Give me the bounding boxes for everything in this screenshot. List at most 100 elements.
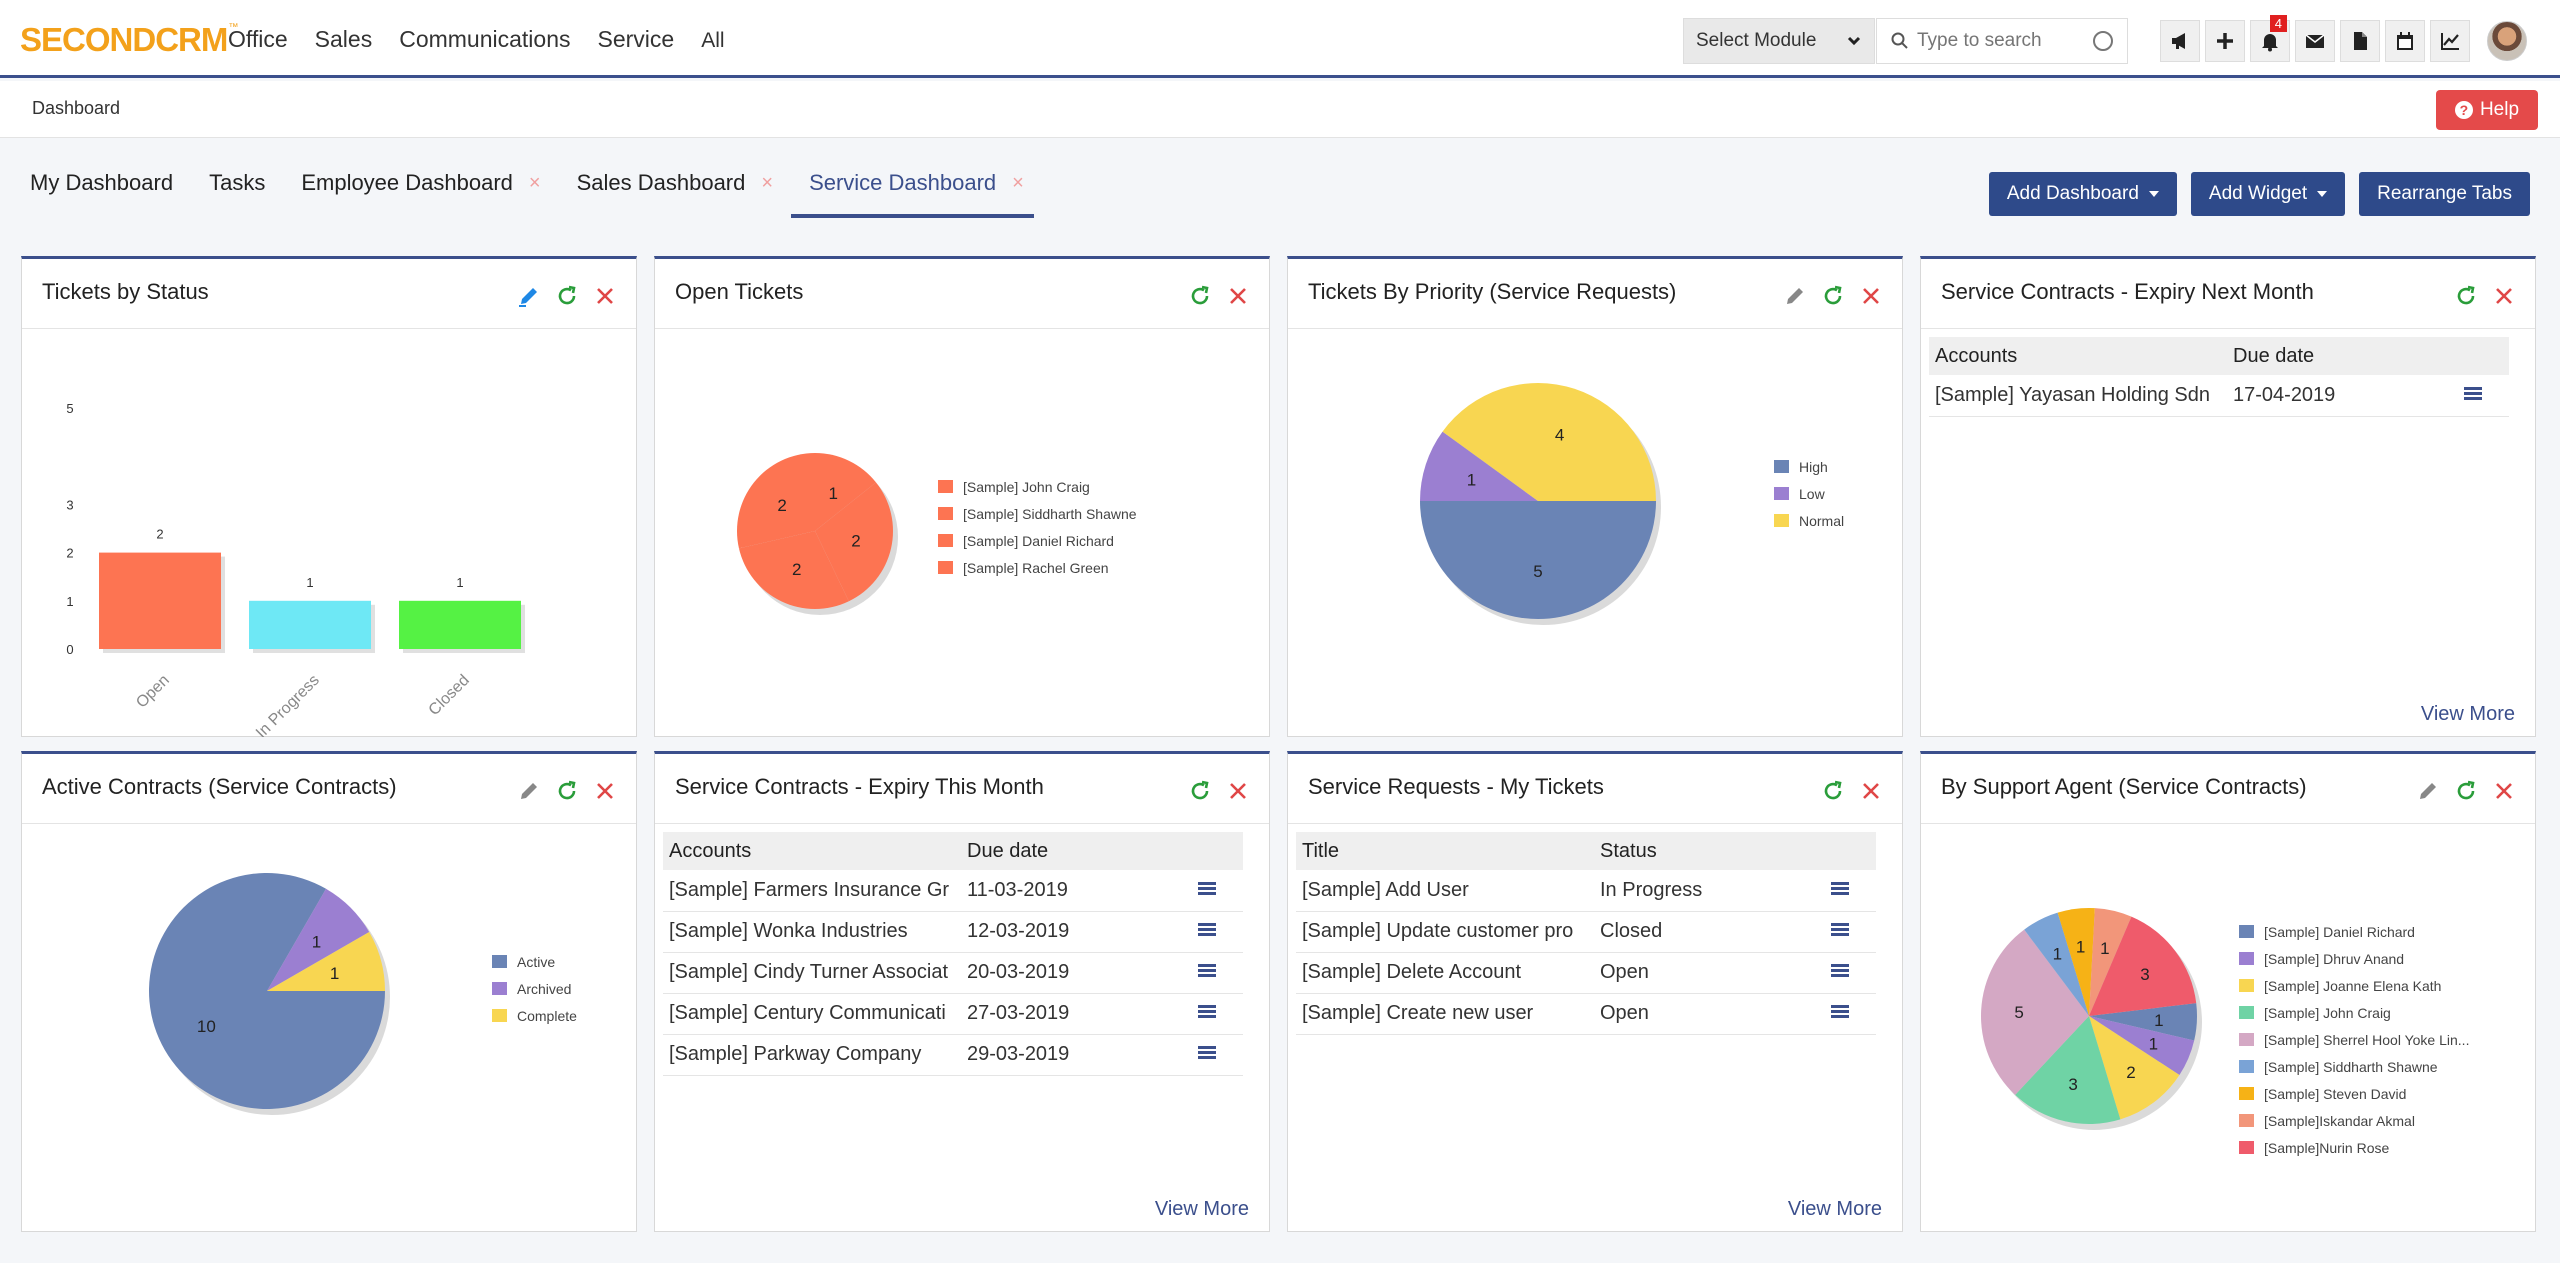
help-button[interactable]: ? Help <box>2436 90 2538 130</box>
list-icon[interactable] <box>1197 964 1216 978</box>
pie-slice-sample-daniel-richard[interactable] <box>2089 1003 2197 1041</box>
secondcrm-logo[interactable]: SECOND CRM ™ <box>20 22 238 58</box>
bar-open[interactable] <box>99 552 221 649</box>
legend-label-high[interactable]: High <box>1799 459 1828 475</box>
add-widget-button[interactable]: Add Widget <box>2190 172 2346 216</box>
close-icon[interactable]: × <box>1012 171 1024 194</box>
legend-label-sample-joanne-elena-kath[interactable]: [Sample] Joanne Elena Kath <box>2264 978 2441 994</box>
pie-slice-archived[interactable] <box>267 888 370 991</box>
table-row[interactable]: [Sample] Delete Account Open <box>1296 952 1876 994</box>
search-filter-icon[interactable] <box>2093 31 2113 51</box>
documents-button[interactable] <box>2340 20 2380 62</box>
legend-label-sample-john-craig[interactable]: [Sample] John Craig <box>963 479 1090 495</box>
table-row[interactable]: [Sample] Update customer pro Closed <box>1296 911 1876 953</box>
pie-slice-sample-nurin-rose[interactable] <box>2089 916 2197 1016</box>
pie-slice-sample-john-craig[interactable] <box>815 453 876 531</box>
tab-my-dashboard[interactable]: My Dashboard <box>30 170 173 210</box>
edit-button[interactable] <box>1782 283 1808 309</box>
pie-slice-sample-daniel-richard[interactable] <box>738 531 849 609</box>
edit-button[interactable] <box>516 283 542 309</box>
notifications-button[interactable]: 4 <box>2250 15 2290 62</box>
cell-account[interactable]: [Sample] Yayasan Holding Sdn <box>1929 375 2227 417</box>
cell-account[interactable]: [Sample] Century Communicati <box>663 993 961 1035</box>
refresh-button[interactable] <box>2453 778 2479 804</box>
pie-slice-sample-john-craig[interactable] <box>2015 1016 2121 1124</box>
refresh-button[interactable] <box>554 283 580 309</box>
view-more-link[interactable]: View More <box>1154 1198 1249 1220</box>
nav-communications[interactable]: Communications <box>399 25 571 52</box>
list-icon[interactable] <box>1197 1046 1216 1060</box>
list-icon[interactable] <box>1197 923 1216 937</box>
user-avatar[interactable] <box>2487 21 2527 61</box>
legend-label-sample-daniel-richard[interactable]: [Sample] Daniel Richard <box>2264 924 2415 940</box>
view-more-link[interactable]: View More <box>1787 1198 1882 1220</box>
pie-slice-sample-joanne-elena-kath[interactable] <box>2089 1016 2180 1120</box>
breadcrumb[interactable]: Dashboard <box>32 98 121 118</box>
list-icon[interactable] <box>1830 881 1849 896</box>
pie-slice-sample-siddharth-shawne[interactable] <box>815 482 893 602</box>
legend-label-sample-siddharth-shawne[interactable]: [Sample] Siddharth Shawne <box>963 506 1137 522</box>
legend-label-active[interactable]: Active <box>517 954 555 970</box>
reports-button[interactable] <box>2430 20 2470 62</box>
nav-office[interactable]: Office <box>228 25 288 52</box>
close-button[interactable] <box>1225 778 1251 804</box>
cell-title[interactable]: [Sample] Delete Account <box>1296 952 1594 994</box>
cell-title[interactable]: [Sample] Add User <box>1296 870 1594 912</box>
refresh-button[interactable] <box>1820 283 1846 309</box>
legend-label-sample-iskandar-akmal[interactable]: [Sample]Iskandar Akmal <box>2264 1113 2415 1129</box>
bar-closed[interactable] <box>399 600 521 649</box>
bar-in-progress[interactable] <box>249 600 371 649</box>
list-icon[interactable] <box>1197 1005 1216 1019</box>
legend-label-archived[interactable]: Archived <box>517 981 571 997</box>
cell-account[interactable]: [Sample] Cindy Turner Associat <box>663 952 961 994</box>
close-button[interactable] <box>1858 283 1884 309</box>
legend-label-sample-dhruv-anand[interactable]: [Sample] Dhruv Anand <box>2264 951 2404 967</box>
legend-label-sample-steven-david[interactable]: [Sample] Steven David <box>2264 1086 2406 1102</box>
view-more-link[interactable]: View More <box>2420 703 2515 725</box>
tab-sales-dashboard[interactable]: Sales Dashboard × <box>577 170 773 210</box>
pie-slice-sample-steven-david[interactable] <box>2057 908 2095 1016</box>
legend-label-sample-siddharth-shawne[interactable]: [Sample] Siddharth Shawne <box>2264 1059 2438 1075</box>
mail-button[interactable] <box>2295 20 2335 62</box>
search-input[interactable] <box>1917 30 2087 52</box>
quick-create-button[interactable] <box>2205 20 2245 62</box>
legend-label-sample-rachel-green[interactable]: [Sample] Rachel Green <box>963 560 1109 576</box>
legend-label-sample-john-craig[interactable]: [Sample] John Craig <box>2264 1005 2391 1021</box>
pie-slice-complete[interactable] <box>267 932 385 991</box>
pie-slice-high[interactable] <box>1420 501 1656 619</box>
close-button[interactable] <box>1225 283 1251 309</box>
cell-account[interactable]: [Sample] Parkway Company <box>663 1034 961 1076</box>
pie-slice-low[interactable] <box>1420 431 1538 501</box>
close-button[interactable] <box>592 778 618 804</box>
rearrange-tabs-button[interactable]: Rearrange Tabs <box>2359 172 2530 216</box>
cell-title[interactable]: [Sample] Update customer pro <box>1296 911 1594 953</box>
pie-slice-sample-dhruv-anand[interactable] <box>2089 1016 2195 1076</box>
pie-slice-normal[interactable] <box>1442 383 1656 501</box>
pie-slice-sample-iskandar-akmal[interactable] <box>2089 908 2132 1016</box>
legend-label-low[interactable]: Low <box>1799 486 1826 502</box>
table-row[interactable]: [Sample] Wonka Industries 12-03-2019 <box>663 911 1243 953</box>
tab-tasks[interactable]: Tasks <box>209 170 265 210</box>
refresh-button[interactable] <box>2453 283 2479 309</box>
refresh-button[interactable] <box>554 778 580 804</box>
list-icon[interactable] <box>2463 386 2482 401</box>
close-button[interactable] <box>592 283 618 309</box>
tab-employee-dashboard[interactable]: Employee Dashboard × <box>301 170 540 210</box>
table-row[interactable]: [Sample] Farmers Insurance Gr 11-03-2019 <box>663 870 1243 912</box>
list-icon[interactable] <box>1830 1005 1849 1019</box>
announcement-button[interactable] <box>2160 20 2200 62</box>
calendar-button[interactable] <box>2385 20 2425 62</box>
legend-label-sample-daniel-richard[interactable]: [Sample] Daniel Richard <box>963 533 1114 549</box>
legend-label-complete[interactable]: Complete <box>517 1008 577 1024</box>
module-select[interactable]: Select Module <box>1683 18 1875 64</box>
table-row[interactable]: [Sample] Add User In Progress <box>1296 870 1876 912</box>
close-button[interactable] <box>1858 778 1884 804</box>
nav-all[interactable]: All <box>701 29 725 52</box>
legend-label-sample-sherrel-hool-yoke-lin[interactable]: [Sample] Sherrel Hool Yoke Lin... <box>2264 1032 2469 1048</box>
add-dashboard-button[interactable]: Add Dashboard <box>1988 172 2177 216</box>
tab-service-dashboard[interactable]: Service Dashboard × <box>791 170 1034 218</box>
table-row[interactable]: [Sample] Century Communicati 27-03-2019 <box>663 993 1243 1035</box>
cell-account[interactable]: [Sample] Farmers Insurance Gr <box>663 870 961 912</box>
pie-slice-sample-sherrel-hool-yoke-lin[interactable] <box>1981 929 2089 1095</box>
close-icon[interactable]: × <box>528 171 541 194</box>
